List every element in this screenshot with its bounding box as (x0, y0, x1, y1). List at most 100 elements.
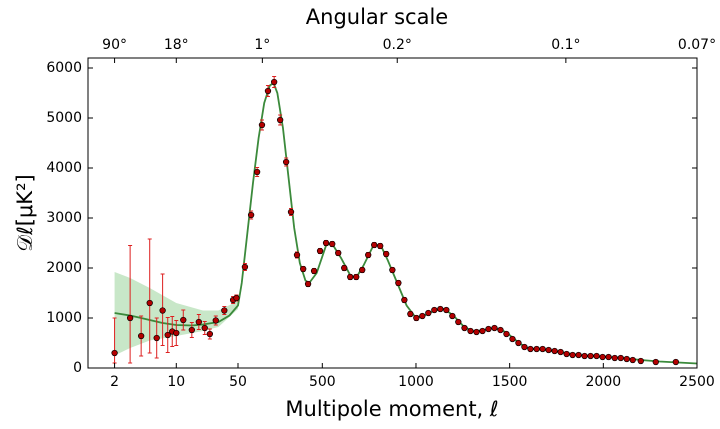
y-tick-label: 1000 (46, 310, 82, 326)
data-point (449, 312, 456, 320)
x-tick-label: 2000 (586, 374, 622, 390)
plot-frame (87, 57, 698, 369)
data-point (300, 265, 307, 273)
y-tick-label: 0 (73, 360, 82, 376)
x-tick-label: 500 (309, 374, 336, 390)
data-point (611, 354, 618, 362)
data-point (188, 326, 195, 334)
data-point (437, 305, 444, 313)
data-point (527, 345, 534, 353)
x-tick-label: 2 (110, 374, 119, 390)
data-point (593, 352, 600, 360)
data-point (569, 351, 576, 359)
data-point (443, 306, 450, 314)
data-point (599, 353, 606, 361)
data-point (282, 158, 290, 166)
data-point (395, 279, 402, 287)
x2-tick-label: 0.2° (383, 37, 412, 53)
data-point (293, 251, 301, 259)
y-tick-label: 5000 (46, 110, 82, 126)
data-point (271, 78, 278, 86)
error-bar (128, 245, 133, 364)
data-point (652, 358, 659, 366)
data-point (359, 266, 366, 274)
data-point (629, 356, 636, 364)
y-tick-label: 3000 (46, 210, 82, 226)
data-point (316, 247, 324, 255)
error-bar (147, 238, 152, 354)
data-point (503, 330, 510, 338)
x-tick-label: 2500 (679, 374, 715, 390)
data-point (383, 250, 390, 258)
data-point (264, 87, 272, 95)
data-point (347, 273, 354, 281)
data-point (173, 329, 180, 337)
data-point (431, 306, 438, 314)
data-point (146, 299, 153, 307)
data-point (371, 241, 378, 249)
data-point (310, 267, 318, 275)
data-point (138, 332, 145, 340)
data-point (617, 354, 624, 362)
y-tick-label: 4000 (46, 160, 82, 176)
data-point (407, 310, 414, 318)
data-point (672, 358, 679, 366)
x-tick-label: 50 (229, 374, 247, 390)
data-point (126, 314, 134, 322)
data-point (201, 324, 208, 332)
data-point (153, 334, 160, 342)
data-point (419, 312, 426, 320)
data-point (221, 307, 228, 314)
x-tick-label: 10 (167, 374, 185, 390)
data-point (587, 352, 594, 360)
y-tick-label: 6000 (46, 60, 82, 76)
data-point (335, 249, 342, 257)
data-point (401, 296, 408, 304)
data-point (563, 350, 570, 358)
data-point (241, 263, 249, 271)
data-point (497, 326, 504, 334)
x-tick-label: 1500 (492, 374, 528, 390)
data-point (195, 318, 202, 326)
data-point (637, 357, 644, 365)
data-point (277, 116, 284, 124)
data-point (377, 242, 384, 250)
data-point (479, 327, 486, 335)
data-point (322, 239, 330, 247)
x-tick-label: 1000 (398, 374, 434, 390)
data-point (365, 251, 372, 259)
data-point (164, 331, 171, 339)
cosmic-variance-band (114, 272, 238, 356)
data-point (353, 273, 360, 281)
x2-tick-label: 0.07° (678, 37, 716, 53)
data-point (539, 345, 546, 353)
data-point (258, 121, 266, 129)
data-point (581, 352, 588, 360)
data-point (341, 264, 348, 272)
data-point (389, 266, 396, 274)
data-point (605, 353, 612, 361)
data-point (212, 317, 219, 324)
x2-tick-label: 0.1° (551, 37, 580, 53)
data-point (425, 309, 432, 317)
top-axis-title: Angular scale (306, 5, 448, 29)
data-point (533, 345, 540, 353)
data-point (461, 324, 468, 332)
data-point (413, 314, 420, 322)
data-point (575, 351, 582, 359)
data-point (287, 208, 295, 216)
x2-tick-label: 1° (254, 37, 270, 53)
data-point (485, 325, 492, 333)
data-point (473, 328, 480, 336)
data-point (623, 355, 630, 363)
data-point (247, 211, 255, 219)
data-point (509, 335, 516, 343)
data-point (521, 343, 528, 351)
y-tick-label: 2000 (46, 260, 82, 276)
x-axis-label: Multipole moment, ℓ (285, 397, 498, 421)
data-point (455, 318, 462, 326)
y-axis-label: 𝒟ℓ[μK²] (13, 174, 37, 251)
data-point (557, 348, 564, 356)
data-point (304, 280, 312, 288)
